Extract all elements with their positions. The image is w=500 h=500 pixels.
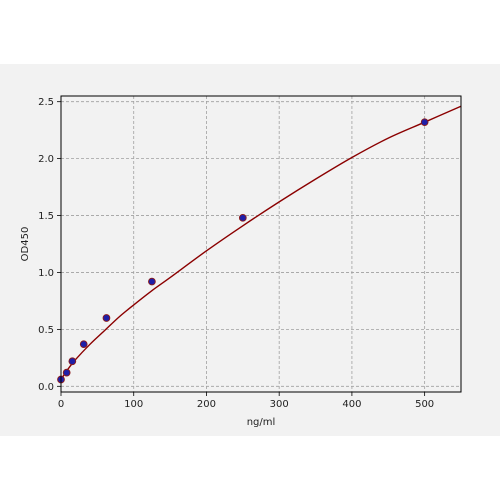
x-axis-title: ng/ml bbox=[247, 417, 276, 428]
plot-area-frame bbox=[60, 95, 462, 393]
y-tick-label: 2.0 bbox=[38, 154, 54, 165]
y-axis-title: OD450 bbox=[20, 227, 31, 262]
y-tick-label: 0.0 bbox=[38, 382, 54, 393]
y-tick-label: 2.5 bbox=[38, 97, 54, 108]
data-point bbox=[79, 340, 88, 349]
y-tick-label: 0.5 bbox=[38, 325, 54, 336]
y-tick-label: 1.0 bbox=[38, 268, 54, 279]
data-point bbox=[62, 368, 71, 377]
fit-curve-line bbox=[61, 105, 461, 381]
x-tick-label: 0 bbox=[58, 399, 64, 410]
x-tick-label: 100 bbox=[124, 399, 143, 410]
y-axis-ticks: 0.0 0.5 1.0 1.5 2.0 2.5 bbox=[38, 97, 61, 393]
x-tick-label: 200 bbox=[197, 399, 216, 410]
x-tick-label: 400 bbox=[342, 399, 361, 410]
data-point bbox=[238, 213, 247, 222]
x-tick-label: 500 bbox=[415, 399, 434, 410]
data-point bbox=[148, 277, 156, 286]
y-tick-label: 1.5 bbox=[38, 211, 54, 222]
x-tick-label: 300 bbox=[270, 399, 289, 410]
data-point bbox=[68, 357, 77, 366]
x-axis-ticks: 0 100 200 300 400 500 bbox=[58, 392, 434, 410]
data-point bbox=[420, 118, 429, 127]
grid bbox=[60, 96, 461, 392]
data-point bbox=[102, 314, 111, 322]
fit-curve-layer bbox=[61, 105, 461, 381]
